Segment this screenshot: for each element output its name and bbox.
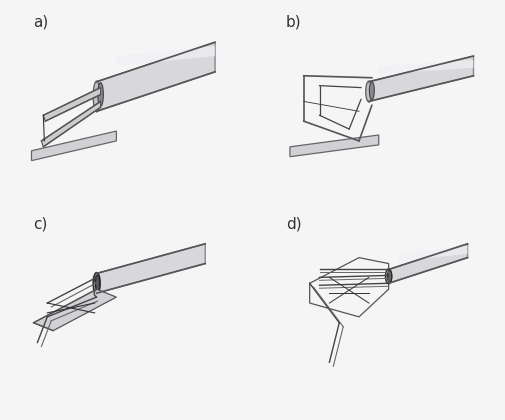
Ellipse shape xyxy=(369,81,374,100)
Polygon shape xyxy=(41,101,100,147)
Polygon shape xyxy=(116,46,215,66)
Ellipse shape xyxy=(93,273,100,294)
Ellipse shape xyxy=(387,270,392,282)
Ellipse shape xyxy=(93,81,100,112)
Polygon shape xyxy=(398,246,468,262)
Polygon shape xyxy=(33,289,116,331)
Text: d): d) xyxy=(286,216,301,231)
Text: a): a) xyxy=(33,14,48,29)
Ellipse shape xyxy=(98,83,104,106)
Polygon shape xyxy=(96,42,215,111)
Polygon shape xyxy=(290,135,379,157)
Ellipse shape xyxy=(95,275,100,291)
Polygon shape xyxy=(43,88,100,121)
Polygon shape xyxy=(31,131,116,160)
Polygon shape xyxy=(389,244,468,283)
Ellipse shape xyxy=(366,81,372,102)
Polygon shape xyxy=(96,244,205,293)
Polygon shape xyxy=(369,56,474,101)
Polygon shape xyxy=(379,60,474,74)
Text: c): c) xyxy=(33,216,48,231)
Ellipse shape xyxy=(385,269,392,284)
Text: b): b) xyxy=(286,14,301,29)
